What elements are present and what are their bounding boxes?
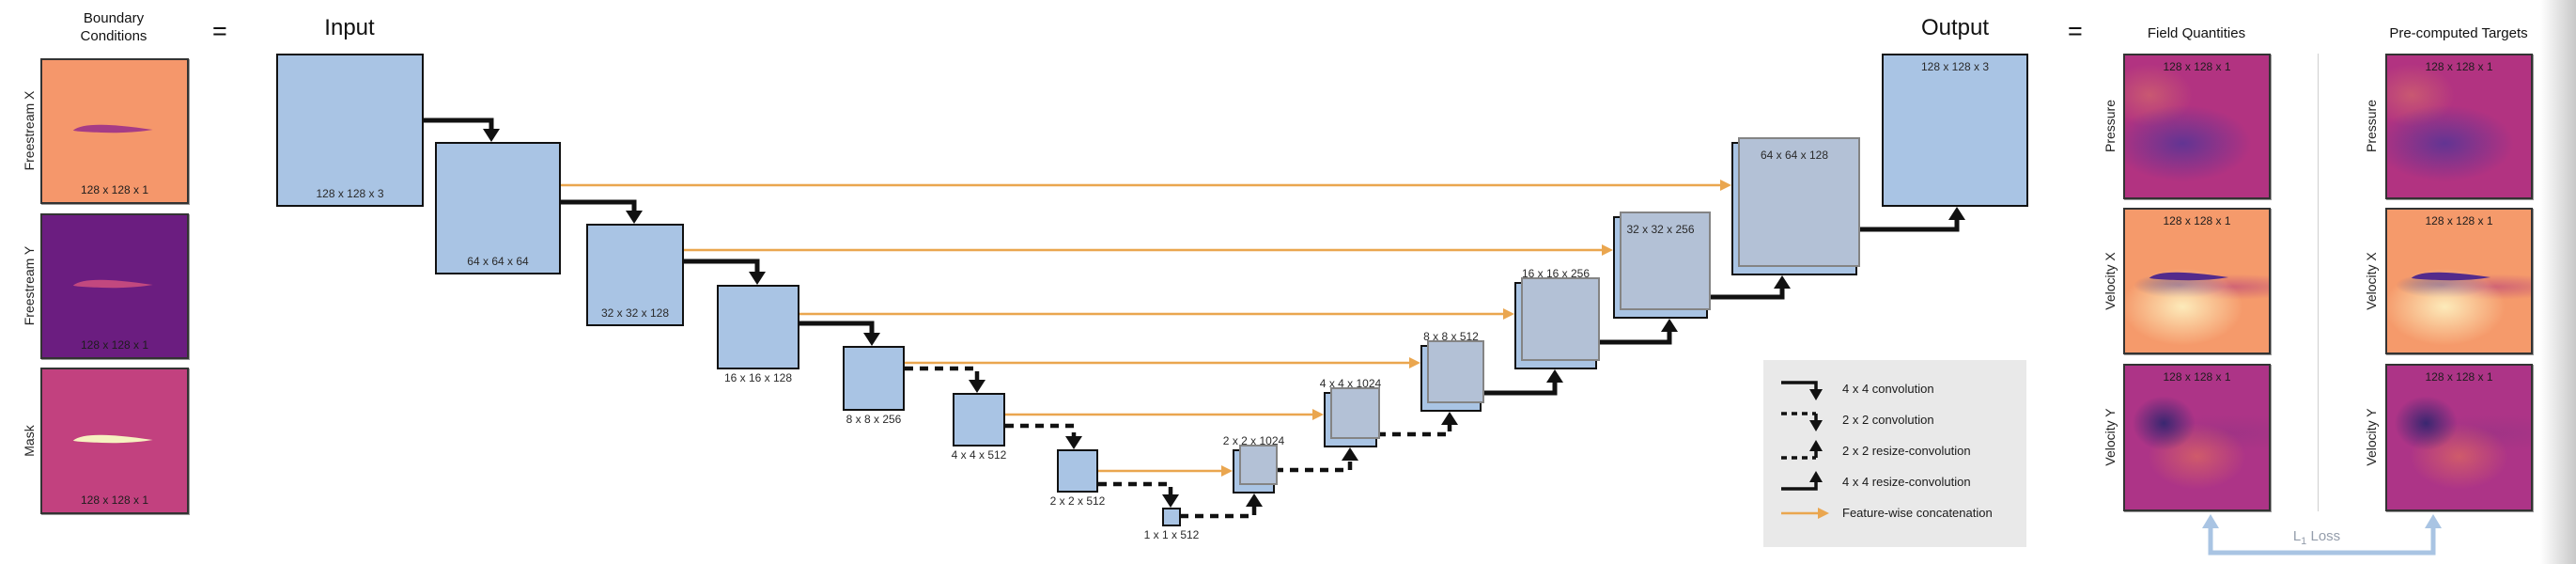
field-quantities-title: Field Quantities — [2147, 25, 2246, 41]
legend: 4 x 4 convolution 2 x 2 convolution 2 x … — [1763, 360, 2026, 547]
tensor-dims-label: 128 x 128 x 1 — [2163, 370, 2231, 384]
pt-pressure-image: 128 x 128 x 1 — [2385, 54, 2533, 199]
tensor-dims-label: 128 x 128 x 1 — [80, 338, 149, 352]
legend-2x2-resize-convolution-arrow-icon — [1781, 439, 1823, 460]
tensor-dims-label: 8 x 8 x 256 — [846, 413, 902, 426]
legend-2x2-convolution-arrow-icon — [1781, 411, 1823, 431]
unet-box-input: 128 x 128 x 3 — [276, 54, 424, 207]
unet-box-enc16: 16 x 16 x 128 — [717, 285, 799, 384]
unet-box-enc2: 2 x 2 x 512 — [1050, 449, 1105, 508]
freestream-y-image: 128 x 128 x 1 — [40, 213, 189, 359]
legend-item: 2 x 2 resize-convolution — [1778, 435, 2026, 466]
legend-item-label: 4 x 4 resize-convolution — [1842, 475, 1971, 489]
tensor-dims-label: 32 x 32 x 256 — [1626, 223, 1695, 236]
upsample-resize-convolution-arrows — [1180, 207, 1965, 519]
tensor-dims-label: 128 x 128 x 3 — [316, 187, 384, 200]
airfoil-shape — [72, 434, 153, 444]
input-title: Input — [324, 15, 375, 40]
fq-velocity-y-image: 128 x 128 x 1 — [2123, 364, 2271, 511]
legend-item: 2 x 2 convolution — [1778, 404, 2026, 435]
edge-vignette — [2540, 0, 2576, 564]
mask-image: 128 x 128 x 1 — [40, 368, 189, 514]
tensor-dims-label: 16 x 16 x 256 — [1521, 267, 1591, 280]
unet-box-dec16: 16 x 16 x 256 — [1514, 267, 1600, 369]
airfoil-shape — [72, 280, 153, 289]
unet-box-enc32: 32 x 32 x 128 — [586, 224, 684, 326]
unet-box-dec4: 4 x 4 x 1024 — [1320, 377, 1381, 447]
unet-box-bottleneck: 1 x 1 x 512 — [1144, 508, 1199, 541]
fq-pressure-image: 128 x 128 x 1 — [2123, 54, 2271, 199]
legend-item: 4 x 4 convolution — [1778, 373, 2026, 404]
tensor-dims-label: 128 x 128 x 1 — [2163, 60, 2231, 73]
legend-4x4-convolution-arrow-icon — [1781, 380, 1823, 400]
tensor-dims-label: 128 x 128 x 1 — [80, 183, 149, 196]
tensor-dims-label: 4 x 4 x 512 — [951, 448, 1007, 462]
tensor-dims-label: 32 x 32 x 128 — [600, 306, 670, 320]
unet-box-dec32: 32 x 32 x 256 — [1613, 212, 1711, 319]
pt-velocity-x-image: 128 x 128 x 1 — [2385, 208, 2533, 354]
tensor-dims-label: 128 x 128 x 1 — [2425, 214, 2493, 227]
legend-item-label: 2 x 2 resize-convolution — [1842, 444, 1971, 458]
unet-box-output: 128 x 128 x 3 — [1882, 54, 2028, 207]
tensor-dims-label: 64 x 64 x 64 — [467, 255, 529, 268]
tensor-dims-label: 128 x 128 x 1 — [2425, 370, 2493, 384]
legend-item: 4 x 4 resize-convolution — [1778, 466, 2026, 497]
freestream-x-image: 128 x 128 x 1 — [40, 58, 189, 204]
unet-box-dec8: 8 x 8 x 512 — [1420, 330, 1484, 412]
fq-velocity-x-image: 128 x 128 x 1 — [2123, 208, 2271, 354]
downsample-convolution-arrows — [424, 118, 1179, 508]
unet-box-enc8: 8 x 8 x 256 — [843, 346, 905, 426]
l1-loss-connector — [2202, 514, 2442, 556]
tensor-dims-label: 8 x 8 x 512 — [1423, 330, 1479, 343]
legend-feature-concatenation-arrow-icon — [1781, 507, 1829, 519]
legend-item-label: 4 x 4 convolution — [1842, 382, 1934, 396]
boundary-conditions-title: Boundary Conditions — [80, 10, 147, 44]
tensor-dims-label: 64 x 64 x 128 — [1760, 149, 1829, 162]
legend-item-label: Feature-wise concatenation — [1842, 506, 1993, 520]
pt-velocity-y-image: 128 x 128 x 1 — [2385, 364, 2533, 511]
unet-box-dec64: 64 x 64 x 128 — [1731, 137, 1860, 275]
tensor-dims-label: 128 x 128 x 1 — [2163, 214, 2231, 227]
tensor-dims-label: 1 x 1 x 512 — [1143, 528, 1200, 541]
tensor-dims-label: 2 x 2 x 1024 — [1222, 434, 1285, 447]
airfoil-shape — [2412, 272, 2491, 281]
tensor-dims-label: 16 x 16 x 128 — [723, 371, 793, 384]
column-divider — [2318, 54, 2319, 511]
tensor-dims-label: 128 x 128 x 1 — [2425, 60, 2493, 73]
tensor-dims-label: 4 x 4 x 1024 — [1319, 377, 1382, 390]
l1-loss-label: L1 Loss — [2292, 528, 2341, 547]
unet-box-dec2: 2 x 2 x 1024 — [1223, 434, 1284, 494]
skip-connection-lines — [561, 180, 1731, 477]
equals-sign-left: = — [212, 17, 227, 45]
airfoil-shape — [2149, 272, 2229, 281]
unet-box-enc64: 64 x 64 x 64 — [435, 142, 561, 274]
legend-item: Feature-wise concatenation — [1778, 497, 2026, 528]
legend-item-label: 2 x 2 convolution — [1842, 413, 1934, 427]
tensor-dims-label: 128 x 128 x 1 — [80, 494, 149, 507]
precomputed-targets-title: Pre-computed Targets — [2389, 25, 2528, 41]
unet-box-enc4: 4 x 4 x 512 — [952, 393, 1006, 462]
legend-4x4-resize-convolution-arrow-icon — [1781, 470, 1823, 491]
tensor-dims-label: 2 x 2 x 512 — [1049, 494, 1106, 508]
airfoil-shape — [72, 125, 153, 133]
equals-sign-right: = — [2068, 17, 2083, 45]
tensor-dims-label: 128 x 128 x 3 — [1920, 60, 1990, 73]
output-title: Output — [1920, 15, 1990, 40]
